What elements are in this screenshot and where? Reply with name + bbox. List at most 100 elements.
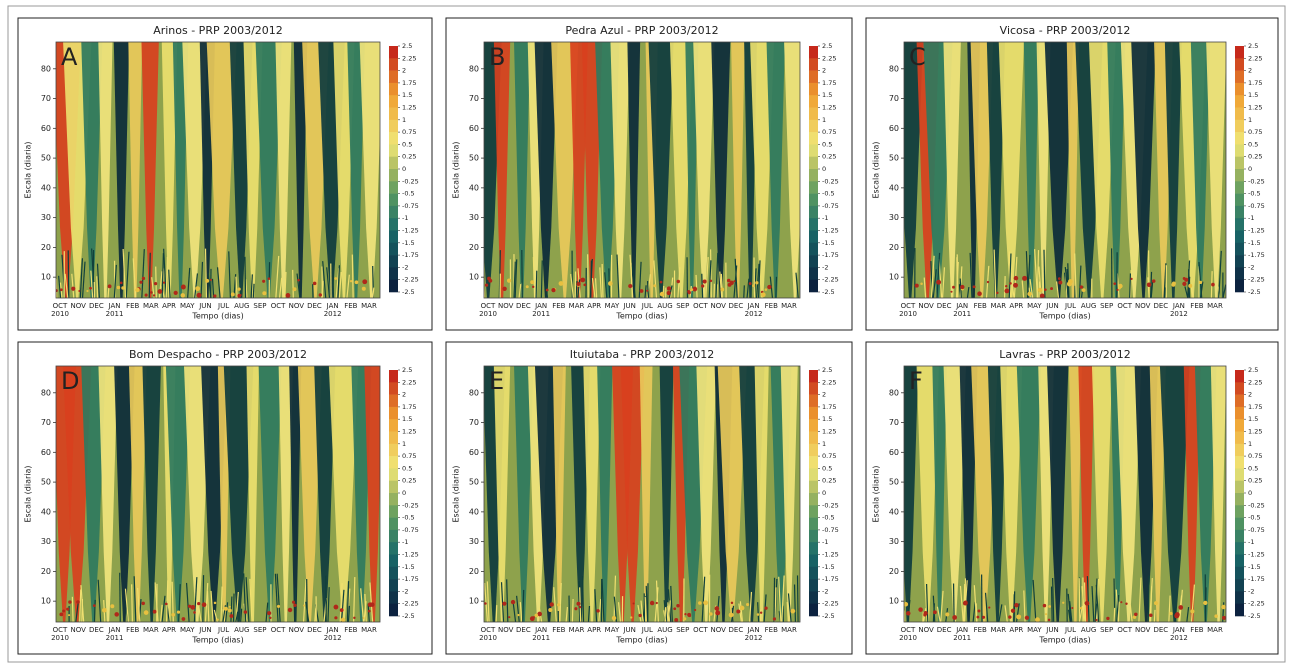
x-year-label: 2012 xyxy=(324,310,342,318)
heatmap-speckle xyxy=(764,606,767,609)
x-tick-label: APR xyxy=(587,626,601,634)
heatmap-speckle xyxy=(197,602,200,605)
colorbar-segment xyxy=(809,255,818,268)
heatmap-speckle xyxy=(1106,617,1109,620)
heatmap-speckle xyxy=(1048,605,1051,608)
heatmap-speckle xyxy=(920,282,923,285)
x-tick-label: FEB xyxy=(765,626,778,634)
colorbar-segment xyxy=(809,407,818,420)
heatmap-speckle xyxy=(1149,613,1153,617)
x-tick-label: JAN xyxy=(108,626,121,634)
x-axis-label: Tempo (dias) xyxy=(615,312,667,321)
x-tick-label: OCT xyxy=(53,302,68,310)
x-tick-label: DEC xyxy=(1153,626,1168,634)
colorbar-segment xyxy=(389,407,398,420)
colorbar-tick-label: -0.25 xyxy=(822,177,839,185)
heatmap-speckle xyxy=(761,292,766,297)
heatmap-speckle xyxy=(950,291,952,293)
colorbar-tick-label: -1.25 xyxy=(1248,551,1265,559)
heatmap-speckle xyxy=(720,287,724,291)
heatmap-speckle xyxy=(1005,285,1007,287)
colorbar-segment xyxy=(809,432,818,445)
colorbar-tick-label: 1.75 xyxy=(402,79,416,87)
colorbar-segment xyxy=(809,243,818,256)
colorbar-segment xyxy=(389,432,398,445)
heatmap-speckle xyxy=(752,284,755,287)
y-tick-label: 20 xyxy=(889,567,899,576)
heatmap-speckle xyxy=(533,616,535,618)
colorbar-segment xyxy=(809,505,818,518)
colorbar-segment xyxy=(1235,505,1244,518)
heatmap-fine-stripe xyxy=(333,263,334,298)
x-tick-label: JUN xyxy=(1045,626,1058,634)
colorbar-segment xyxy=(389,382,398,395)
x-tick-label: FEB xyxy=(126,626,139,634)
colorbar-tick-label: 0.75 xyxy=(1248,452,1262,460)
colorbar-tick-label: -1.25 xyxy=(1248,227,1265,235)
colorbar-segment xyxy=(1235,157,1244,170)
heatmap-speckle xyxy=(952,615,957,620)
panel-title: Arinos - PRP 2003/2012 xyxy=(153,24,283,37)
heatmap-speckle xyxy=(89,287,92,290)
colorbar-tick-label: 2.5 xyxy=(1248,42,1258,50)
x-tick-label: SEP xyxy=(676,302,689,310)
x-tick-label: MAR xyxy=(143,302,159,310)
colorbar-tick-label: 2.25 xyxy=(1248,378,1262,386)
colorbar-segment xyxy=(389,555,398,568)
heatmap-fine-stripe xyxy=(253,284,254,298)
x-tick-label: AUG xyxy=(234,626,249,634)
heatmap-speckle xyxy=(683,617,686,620)
colorbar-segment xyxy=(809,395,818,408)
colorbar-tick-label: 0.25 xyxy=(402,477,416,485)
heatmap-speckle xyxy=(1175,612,1180,617)
heatmap-speckle xyxy=(135,288,140,293)
heatmap-fine-stripe xyxy=(588,254,589,298)
x-tick-label: NOV xyxy=(1135,302,1151,310)
colorbar-segment xyxy=(1235,280,1244,293)
heatmap-speckle xyxy=(640,289,644,293)
heatmap-fine-stripe xyxy=(776,277,777,298)
x-tick-label: JUL xyxy=(217,626,229,634)
x-axis-label: Tempo (dias) xyxy=(615,636,667,645)
heatmap xyxy=(52,366,383,622)
heatmap-speckle xyxy=(1016,614,1021,619)
heatmap-fine-stripe xyxy=(536,271,537,298)
colorbar-tick-label: 0.5 xyxy=(822,464,832,472)
heatmap-speckle xyxy=(182,617,186,621)
heatmap-speckle xyxy=(731,602,733,604)
y-tick-label: 50 xyxy=(889,478,899,487)
colorbar-segment xyxy=(1235,555,1244,568)
x-tick-label: OCT xyxy=(693,626,708,634)
colorbar-segment xyxy=(1235,419,1244,432)
colorbar-tick-label: -0.75 xyxy=(822,526,839,534)
heatmap-speckle xyxy=(746,603,749,606)
heatmap-speckle xyxy=(153,610,157,614)
heatmap-speckle xyxy=(350,280,352,282)
colorbar-tick-label: -0.5 xyxy=(402,514,415,522)
colorbar-tick-label: 0 xyxy=(402,489,406,497)
heatmap-speckle xyxy=(229,614,233,618)
colorbar-tick-label: -0.75 xyxy=(402,202,419,210)
heatmap-fine-stripe xyxy=(1149,250,1150,298)
colorbar-segment xyxy=(809,579,818,592)
heatmap-speckle xyxy=(749,282,752,285)
colorbar-tick-label: 1 xyxy=(402,116,406,124)
colorbar-segment xyxy=(1235,194,1244,207)
x-tick-label: NOV xyxy=(498,626,514,634)
colorbar-segment xyxy=(389,481,398,494)
heatmap-speckle xyxy=(114,612,119,617)
heatmap-speckle xyxy=(313,282,317,286)
colorbar-segment xyxy=(389,83,398,96)
colorbar-tick-label: -2.25 xyxy=(402,600,419,608)
heatmap-speckle xyxy=(549,602,553,606)
x-tick-label: NOV xyxy=(918,626,934,634)
heatmap-speckle xyxy=(1222,616,1226,620)
y-tick-label: 60 xyxy=(889,124,899,133)
x-axis-label: Tempo (dias) xyxy=(1038,636,1090,645)
y-tick-label: 30 xyxy=(469,537,479,546)
y-tick-label: 50 xyxy=(41,478,51,487)
heatmap xyxy=(897,366,1226,622)
colorbar-segment xyxy=(809,206,818,219)
panel-letter: F xyxy=(909,367,923,395)
y-tick-label: 40 xyxy=(469,507,479,516)
